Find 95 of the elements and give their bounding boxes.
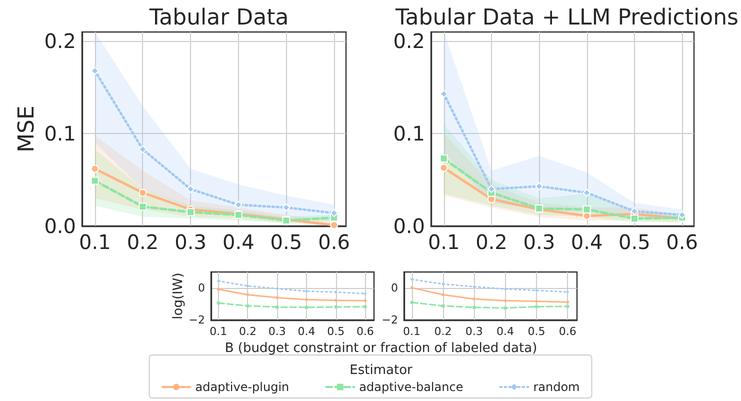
point (504, 287, 507, 290)
point (90, 176, 99, 185)
line-series (410, 286, 570, 304)
point (678, 210, 686, 219)
x-tick-label: 0.5 (618, 230, 650, 254)
x-tick-label: 0.2 (126, 230, 159, 254)
x-tick-label: 0.4 (570, 230, 603, 254)
y-tick-label: 0 (198, 282, 205, 294)
y-axis-title: log(IW) (170, 272, 186, 320)
point (534, 300, 538, 303)
point (334, 298, 338, 302)
x-tick-label: 0.6 (318, 230, 350, 254)
point (186, 185, 195, 194)
legend-label: adaptive-balance (359, 380, 464, 394)
y-tick-label: −2 (382, 314, 398, 326)
point (234, 200, 242, 209)
x-tick-label: 0.3 (523, 230, 556, 254)
x-tick-label: 0.2 (238, 325, 256, 338)
y-tick-label: 0 (391, 282, 398, 294)
point (410, 300, 414, 304)
legend-label: adaptive-plugin (195, 380, 290, 394)
point (304, 306, 308, 309)
x-tick-label: 0.2 (434, 325, 452, 338)
point (440, 154, 448, 163)
point (566, 304, 570, 308)
point (630, 207, 638, 216)
point (472, 306, 476, 309)
point (566, 300, 570, 304)
y-tick-label: 0.2 (44, 29, 76, 54)
point (504, 299, 507, 302)
point (304, 298, 308, 302)
point (488, 185, 496, 194)
point (276, 296, 279, 300)
point (364, 299, 367, 302)
point (534, 288, 538, 292)
point (535, 182, 544, 190)
chart-title: Tabular Data + LLM Predictions (394, 6, 739, 30)
point (534, 305, 538, 308)
point (441, 304, 444, 308)
point (410, 278, 414, 281)
point (334, 306, 338, 309)
x-tick-label: 0.4 (496, 325, 514, 338)
point (216, 288, 220, 291)
x-tick-label: 0.2 (476, 230, 508, 254)
line-series (410, 278, 570, 294)
y-axis-title: MSE (14, 106, 40, 152)
point (630, 214, 638, 223)
x-tick-label: 0.3 (174, 230, 206, 254)
y-tick-label: 0.1 (393, 122, 425, 146)
x-axis-title: B (budget constraint or fraction of labeled data) (224, 341, 538, 356)
x-tick-label: 0.6 (356, 325, 374, 338)
y-tick-label: 0.1 (44, 122, 76, 146)
y-tick-label: 0.0 (393, 214, 425, 238)
point (364, 292, 367, 296)
point (582, 205, 591, 214)
point (138, 202, 147, 211)
y-tick-label: 0.2 (393, 29, 425, 54)
x-tick-label: 0.5 (270, 230, 302, 254)
point (364, 305, 367, 308)
x-tick-label: 0.6 (666, 230, 698, 254)
point (566, 290, 570, 294)
point (304, 290, 308, 293)
point (410, 286, 414, 290)
point (90, 164, 99, 173)
point (441, 293, 444, 296)
x-tick-label: 0.1 (428, 230, 460, 254)
point (276, 306, 279, 309)
point (246, 304, 250, 308)
x-tick-label: 0.5 (327, 325, 345, 338)
point (186, 208, 195, 216)
point (282, 204, 290, 212)
point (216, 302, 220, 305)
chart-title: Tabular Data (148, 6, 289, 30)
point (440, 164, 448, 172)
line-series (216, 279, 367, 296)
point (138, 145, 147, 154)
point (330, 221, 338, 230)
x-tick-label: 0.5 (528, 325, 546, 338)
point (582, 188, 591, 197)
point (138, 188, 147, 197)
point (246, 293, 250, 296)
x-tick-label: 0.4 (222, 230, 254, 254)
x-tick-label: 0.1 (79, 230, 111, 254)
y-tick-label: −2 (188, 314, 205, 326)
x-tick-label: 0.3 (268, 325, 286, 338)
legend-label: random (533, 380, 580, 394)
y-tick-label: 0.0 (44, 214, 76, 238)
line-series (216, 288, 367, 302)
legend-title: Estimator (350, 363, 414, 378)
point (246, 284, 250, 288)
x-tick-label: 0.3 (465, 325, 483, 338)
x-tick-label: 0.1 (210, 325, 228, 338)
x-tick-label: 0.4 (298, 325, 316, 338)
x-tick-label: 0.6 (558, 325, 576, 338)
point (504, 306, 507, 310)
